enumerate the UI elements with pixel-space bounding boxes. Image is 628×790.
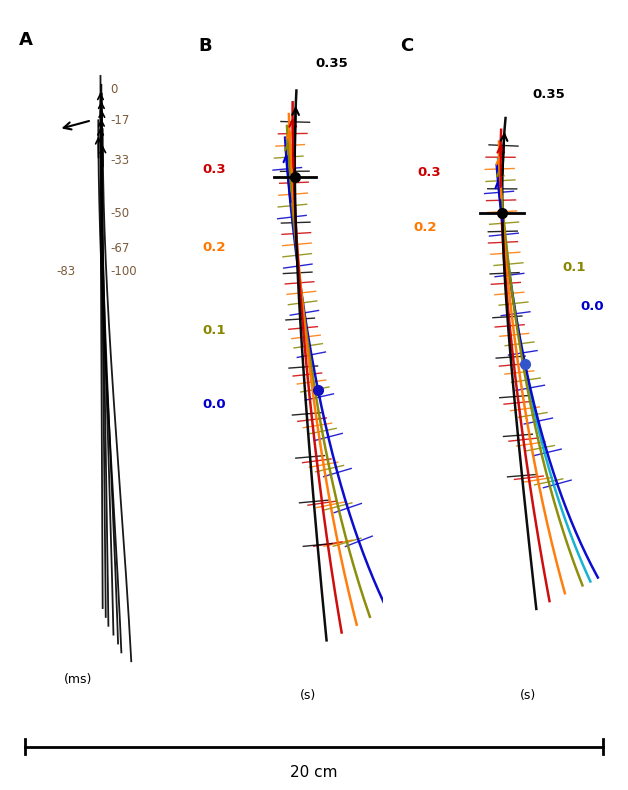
Text: 0.35: 0.35	[532, 88, 565, 101]
Text: 0.2: 0.2	[202, 241, 225, 254]
Text: 20 cm: 20 cm	[290, 766, 338, 780]
Text: 0: 0	[110, 83, 117, 96]
Text: 0.3: 0.3	[202, 163, 226, 175]
Text: 0.0: 0.0	[580, 300, 604, 313]
Text: C: C	[400, 37, 413, 55]
Text: A: A	[19, 31, 33, 49]
Text: B: B	[198, 37, 212, 55]
Text: -33: -33	[110, 154, 129, 167]
Text: -83: -83	[57, 265, 75, 277]
Text: -17: -17	[110, 114, 129, 126]
Text: (ms): (ms)	[64, 673, 93, 687]
Text: 0.0: 0.0	[202, 398, 226, 412]
Text: 0.1: 0.1	[202, 324, 225, 337]
Text: -50: -50	[110, 207, 129, 220]
Text: 0.2: 0.2	[413, 221, 436, 235]
Text: 0.35: 0.35	[315, 57, 348, 70]
Text: -100: -100	[110, 265, 137, 277]
Text: (s): (s)	[519, 689, 536, 702]
Text: 0.3: 0.3	[418, 167, 441, 179]
Text: 0.1: 0.1	[563, 261, 586, 274]
Text: (s): (s)	[300, 689, 316, 702]
Text: -67: -67	[110, 243, 129, 255]
